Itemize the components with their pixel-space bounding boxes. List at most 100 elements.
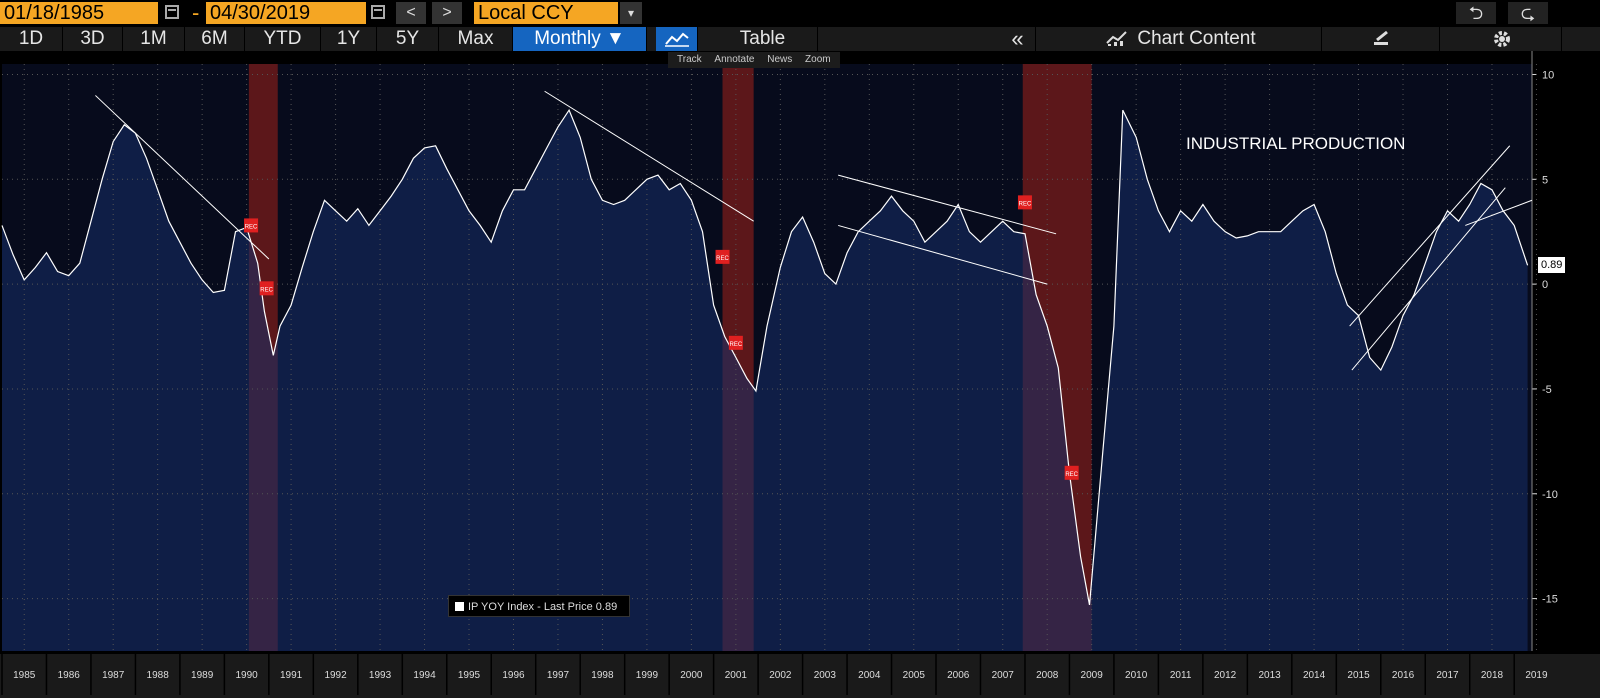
x-tick-label: 1986 — [58, 670, 81, 681]
recession-marker-label: REC — [730, 342, 743, 348]
chart-content-label: Chart Content — [1137, 28, 1256, 49]
x-tick-label: 1998 — [591, 670, 614, 681]
x-tick-label: 2002 — [769, 670, 792, 681]
y-tick-label: -15 — [1542, 594, 1558, 606]
period-max-button[interactable]: Max — [439, 27, 513, 51]
x-tick-label: 2001 — [725, 670, 748, 681]
recession-marker-label: REC — [260, 287, 273, 293]
chart-plot[interactable]: 10 5 0 -5 -10 -15 1985 1986 1987 1988 1989 1990 1991… — [0, 51, 1600, 698]
period-1y-button[interactable]: 1Y — [321, 27, 377, 51]
recession-marker-label: REC — [716, 256, 729, 262]
x-tick-label: 2016 — [1392, 670, 1415, 681]
news-tool[interactable]: News — [767, 54, 793, 65]
recession-marker: REC — [728, 335, 743, 350]
trend-line — [544, 90, 754, 222]
chevron-down-icon[interactable]: ▾ — [620, 2, 642, 24]
x-tick-label: 1989 — [191, 670, 214, 681]
chart-annotation: INDUSTRIAL PRODUCTION — [1186, 134, 1406, 153]
x-tick-label: 1993 — [369, 670, 392, 681]
frequency-dropdown[interactable]: Monthly ▼ — [513, 27, 647, 51]
x-tick-label: 2011 — [1170, 670, 1192, 681]
x-tick-label: 1992 — [324, 670, 347, 681]
recession-marker-shape — [715, 249, 730, 264]
recession-marker: REC — [259, 281, 274, 296]
y-tick-label: -10 — [1542, 489, 1558, 501]
x-tick-label: 2008 — [1036, 670, 1059, 681]
trend-line — [1465, 199, 1533, 226]
chart-tools-bar: Track Annotate News Zoom — [668, 52, 840, 68]
y-tick-label: 5 — [1542, 174, 1548, 186]
x-tick-label: 2005 — [903, 670, 926, 681]
series-line — [1, 108, 1529, 606]
x-tick-label: 2003 — [814, 670, 837, 681]
x-tick-label: 2019 — [1525, 670, 1548, 681]
y-tick-label: 10 — [1542, 69, 1554, 81]
x-tick-label: 2014 — [1303, 670, 1326, 681]
x-tick-label: 1990 — [235, 670, 258, 681]
x-tick-label: 1996 — [502, 670, 525, 681]
calendar-icon[interactable] — [165, 5, 179, 19]
end-date-input[interactable]: 04/30/2019 — [206, 2, 366, 24]
recession-marker-shape — [259, 281, 274, 296]
edit-icon[interactable] — [1324, 27, 1440, 51]
x-tick-label: 1997 — [547, 670, 570, 681]
y-tick-label: 0 — [1542, 279, 1548, 291]
x-axis-bar — [0, 654, 1600, 698]
x-tick-label: 2012 — [1214, 670, 1237, 681]
recession-marker-shape — [1064, 465, 1079, 480]
trend-line — [1349, 145, 1511, 327]
recession-marker-shape — [1017, 195, 1032, 210]
recession-marker: REC — [1064, 465, 1079, 480]
x-tick-label: 2018 — [1481, 670, 1504, 681]
zoom-tool[interactable]: Zoom — [805, 54, 831, 65]
period-1m-button[interactable]: 1M — [123, 27, 185, 51]
chart-legend[interactable]: IP YOY Index - Last Price 0.89 — [448, 595, 630, 617]
trend-line — [838, 224, 1048, 285]
period-ytd-button[interactable]: YTD — [245, 27, 321, 51]
prev-button[interactable]: < — [396, 2, 426, 24]
track-tool[interactable]: Track — [677, 54, 702, 65]
date-separator: - — [192, 0, 200, 25]
period-5y-button[interactable]: 5Y — [377, 27, 439, 51]
table-button[interactable]: Table — [708, 27, 818, 51]
start-date-input[interactable]: 01/18/1985 — [0, 2, 158, 24]
x-tick-label: 1994 — [413, 670, 436, 681]
series-area — [2, 110, 1528, 652]
recession-marker: REC — [1017, 195, 1032, 210]
undo-icon[interactable]: ⮌ — [1456, 2, 1496, 24]
recession-marker-shape — [728, 335, 743, 350]
x-tick-label: 2015 — [1347, 670, 1370, 681]
chart-content-button[interactable]: Chart Content — [1040, 27, 1322, 51]
annotate-tool[interactable]: Annotate — [714, 54, 755, 65]
period-6m-button[interactable]: 6M — [185, 27, 245, 51]
x-tick-label: 2006 — [947, 670, 970, 681]
redo-icon[interactable]: ⮎ — [1508, 2, 1548, 24]
trend-line — [1351, 187, 1506, 371]
x-tick-label: 1999 — [636, 670, 659, 681]
recession-marker-shape — [244, 218, 259, 233]
chart-content-icon — [1106, 31, 1128, 46]
calendar-icon[interactable] — [371, 5, 385, 19]
recession-marker: REC — [244, 218, 259, 233]
line-chart-icon[interactable] — [656, 27, 698, 51]
x-tick-label: 1988 — [147, 670, 170, 681]
legend-text: IP YOY Index - Last Price 0.89 — [468, 601, 618, 613]
x-tick-label: 2007 — [992, 670, 1015, 681]
trend-line — [838, 174, 1057, 235]
recession-marker-label: REC — [245, 224, 258, 230]
gear-icon[interactable] — [1442, 27, 1562, 51]
currency-select[interactable]: Local CCY — [474, 2, 618, 24]
x-tick-label: 2000 — [680, 670, 703, 681]
collapse-icon[interactable]: « — [1000, 27, 1036, 51]
next-button[interactable]: > — [432, 2, 462, 24]
x-tick-label: 1991 — [280, 670, 303, 681]
period-3d-button[interactable]: 3D — [63, 27, 123, 51]
period-1d-button[interactable]: 1D — [0, 27, 63, 51]
recession-marker-label: REC — [1065, 472, 1078, 478]
legend-swatch — [455, 602, 464, 611]
last-price-label: 0.89 — [1538, 257, 1566, 273]
recession-marker: REC — [715, 249, 730, 264]
x-tick-label: 1995 — [458, 670, 481, 681]
x-tick-label: 2013 — [1258, 670, 1281, 681]
y-tick-label: -5 — [1542, 384, 1552, 396]
